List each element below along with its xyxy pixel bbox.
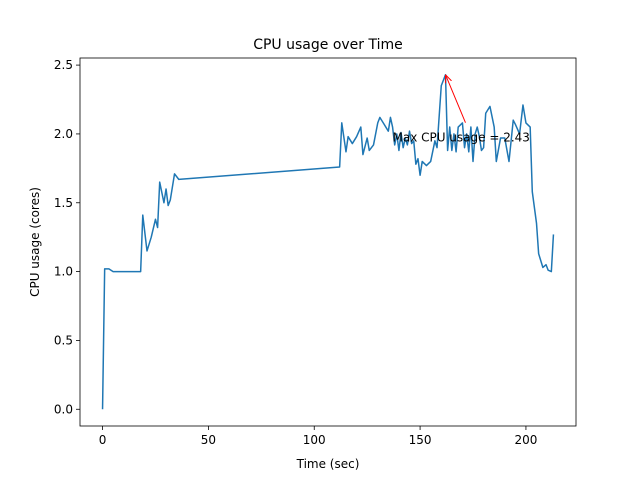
line-series xyxy=(101,73,555,410)
chart-title: CPU usage over Time xyxy=(253,37,403,53)
y-tick-label: 1.5 xyxy=(54,196,73,210)
x-axis-label: Time (sec) xyxy=(296,457,360,471)
y-tick-label: 2.5 xyxy=(54,58,73,72)
x-tick-label: 50 xyxy=(201,433,216,447)
x-tick-label: 0 xyxy=(99,433,107,447)
annotation-text: Max CPU usage = 2.43 xyxy=(392,131,529,145)
plot-frame xyxy=(79,57,577,427)
annotation-arrow xyxy=(445,75,466,123)
y-axis-label: CPU usage (cores) xyxy=(28,187,42,297)
y-tick-label: 0.5 xyxy=(54,333,73,347)
x-tick-label: 100 xyxy=(303,433,326,447)
y-tick-label: 2.0 xyxy=(54,127,73,141)
x-tick-label: 200 xyxy=(514,433,537,447)
y-tick-label: 0.0 xyxy=(54,402,73,416)
x-tick-label: 150 xyxy=(409,433,432,447)
y-tick-label: 1.0 xyxy=(54,265,73,279)
